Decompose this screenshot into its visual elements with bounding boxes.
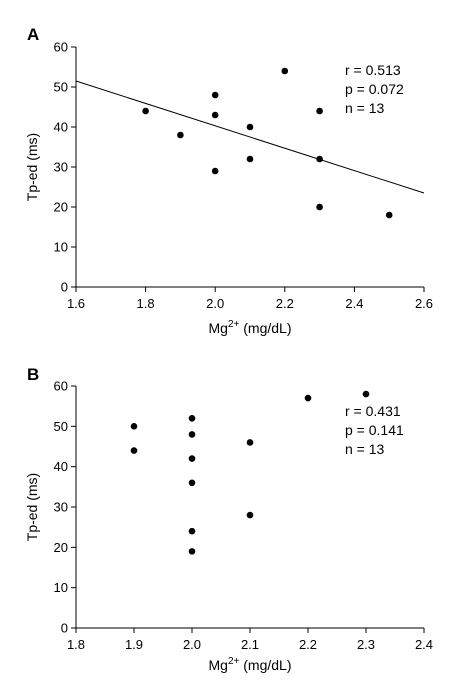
y-tick-label: 30 xyxy=(54,500,68,515)
data-point xyxy=(188,455,196,462)
data-point xyxy=(142,107,149,115)
data-point xyxy=(246,439,254,446)
panel-letter: A xyxy=(27,25,39,44)
data-point xyxy=(281,67,289,75)
y-tick-label: 20 xyxy=(54,200,68,215)
data-point xyxy=(246,123,254,131)
stat-annotation: p = 0.072 xyxy=(345,81,404,97)
y-tick-label: 40 xyxy=(54,459,68,474)
data-point xyxy=(385,211,393,219)
y-tick-label: 50 xyxy=(54,419,68,434)
data-point xyxy=(188,431,196,438)
regression-line xyxy=(75,80,425,194)
data-point xyxy=(316,155,323,163)
x-tick-label: 2.0 xyxy=(206,296,224,311)
data-point xyxy=(246,511,254,519)
data-point xyxy=(130,423,138,430)
y-tick-label: 20 xyxy=(54,540,68,555)
x-tick-label: 2.6 xyxy=(415,296,433,311)
x-tick-label: 1.8 xyxy=(67,637,85,652)
stat-annotation: n = 13 xyxy=(345,441,385,457)
stat-annotation: p = 0.141 xyxy=(345,422,404,438)
stat-annotation: r = 0.431 xyxy=(345,403,401,419)
y-tick-label: 60 xyxy=(54,379,68,394)
data-point xyxy=(188,414,196,422)
panel-a: A 0 10 20 30 40 50 60 1.6 1.8 2.0 2.2 2.4 2.6 Mg2+ (mg… xyxy=(24,25,433,336)
data-point xyxy=(211,111,219,119)
y-axis-title: Tp-ed (ms) xyxy=(24,473,40,541)
x-axis-title: Mg2+ (mg/dL) xyxy=(209,319,292,336)
panel-letter: B xyxy=(27,365,39,384)
data-point xyxy=(316,107,323,115)
data-point xyxy=(211,91,219,99)
y-tick-label: 40 xyxy=(54,120,68,135)
data-point xyxy=(362,390,370,398)
data-point xyxy=(177,131,184,139)
data-point xyxy=(211,167,219,175)
x-tick-label: 2.1 xyxy=(241,637,259,652)
x-tick-label: 1.9 xyxy=(125,637,143,652)
data-point xyxy=(246,155,254,163)
x-axis-title: Mg2+ (mg/dL) xyxy=(209,656,292,673)
x-tick-label: 2.2 xyxy=(276,296,294,311)
y-tick-label: 0 xyxy=(61,280,68,295)
y-tick-label: 30 xyxy=(54,160,68,175)
data-point xyxy=(130,447,138,454)
y-tick-label: 10 xyxy=(54,580,68,595)
x-tick-label: 2.3 xyxy=(357,637,375,652)
stat-annotation: r = 0.513 xyxy=(345,62,401,78)
x-tick-label: 1.6 xyxy=(67,296,85,311)
panel-b: B 0 10 20 30 40 50 60 1.8 1.9 2.0 2.1 2.2 2.3 2.4 Mg2+ … xyxy=(24,365,433,673)
data-point xyxy=(316,203,323,211)
x-tick-label: 2.2 xyxy=(299,637,317,652)
y-tick-label: 10 xyxy=(54,240,68,255)
data-point xyxy=(304,394,312,402)
y-tick-label: 50 xyxy=(54,80,68,95)
x-tick-label: 2.0 xyxy=(183,637,201,652)
y-tick-label: 60 xyxy=(54,40,68,55)
stat-annotation: n = 13 xyxy=(345,100,385,116)
y-tick-label: 0 xyxy=(61,621,68,636)
x-tick-label: 2.4 xyxy=(415,637,433,652)
y-axis-title: Tp-ed (ms) xyxy=(24,133,40,201)
data-point xyxy=(188,479,196,487)
data-point xyxy=(188,548,196,555)
data-point xyxy=(188,527,196,535)
x-tick-label: 2.4 xyxy=(345,296,363,311)
x-tick-label: 1.8 xyxy=(137,296,155,311)
